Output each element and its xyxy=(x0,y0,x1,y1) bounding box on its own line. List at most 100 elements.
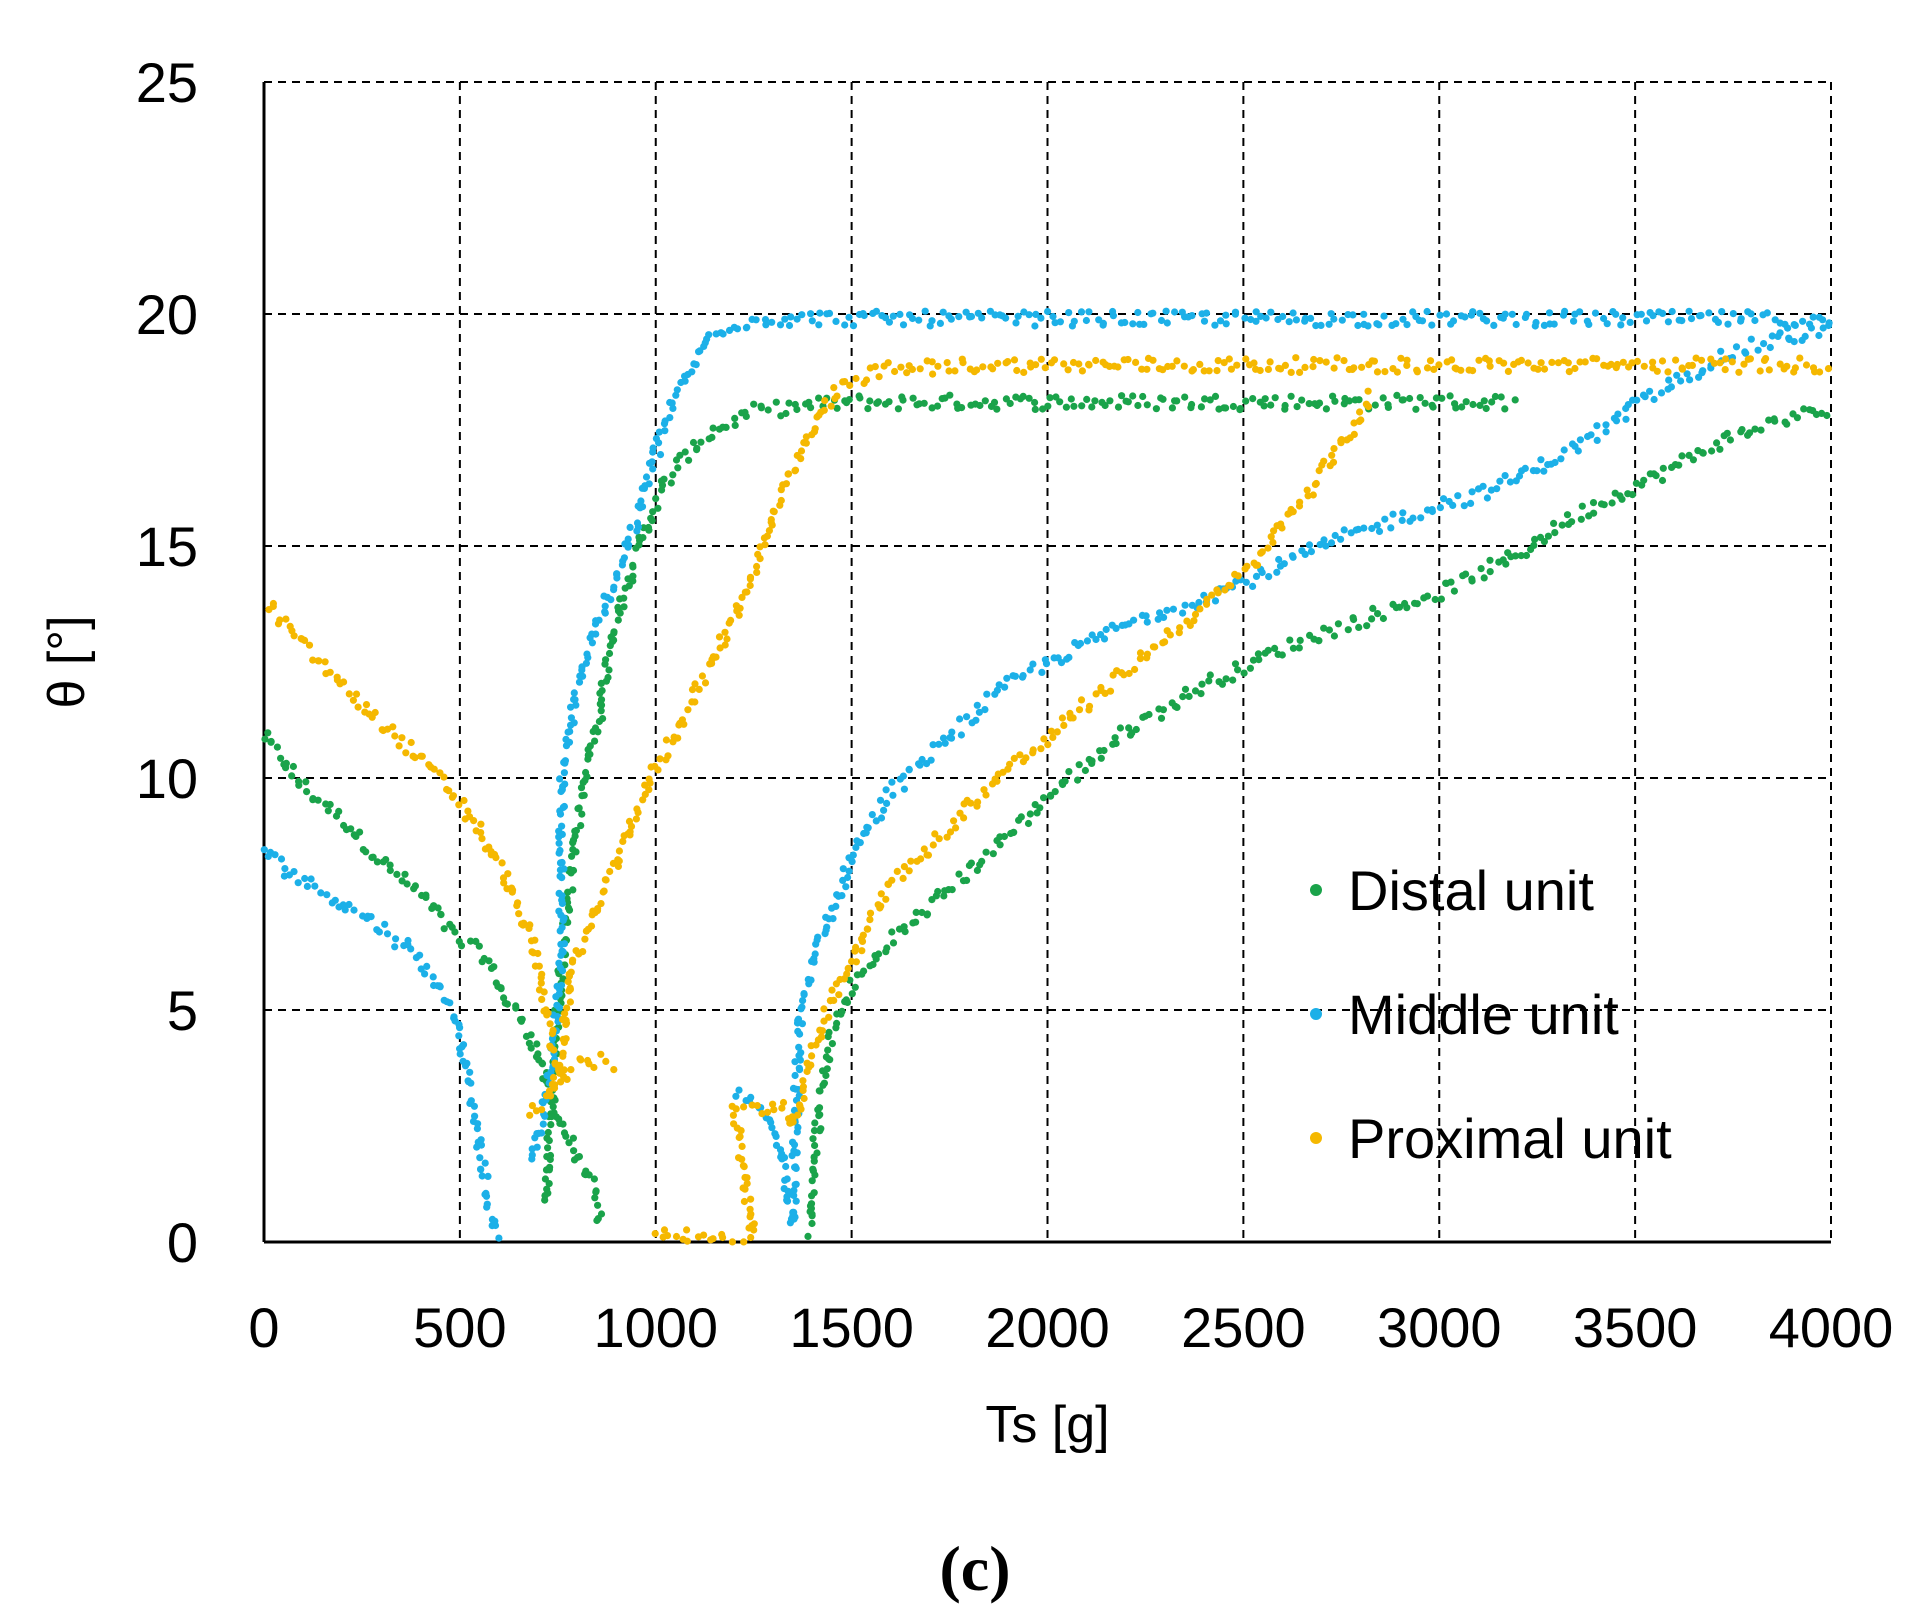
point-distal xyxy=(1558,521,1566,529)
point-middle xyxy=(588,630,596,638)
point-distal xyxy=(981,397,989,405)
point-proximal xyxy=(1370,357,1378,365)
point-proximal xyxy=(826,997,835,1005)
point-distal xyxy=(828,1040,837,1048)
point-distal xyxy=(1255,656,1263,664)
point-proximal xyxy=(782,480,791,488)
point-middle xyxy=(1461,313,1469,321)
point-distal xyxy=(807,1200,816,1208)
point-distal xyxy=(590,1175,599,1183)
point-middle xyxy=(1591,309,1600,317)
point-distal xyxy=(616,609,624,617)
point-proximal xyxy=(1010,356,1019,364)
point-proximal xyxy=(1576,358,1584,366)
point-proximal xyxy=(326,668,334,676)
point-middle xyxy=(1622,415,1630,423)
point-proximal xyxy=(959,359,967,367)
point-proximal xyxy=(514,899,522,907)
point-proximal xyxy=(1692,354,1700,362)
point-proximal xyxy=(1243,562,1251,570)
point-proximal xyxy=(1312,479,1320,488)
point-middle xyxy=(1163,606,1171,614)
point-proximal xyxy=(1004,358,1012,366)
point-distal xyxy=(610,636,618,644)
point-middle xyxy=(1614,410,1622,418)
point-middle xyxy=(473,1125,481,1133)
point-proximal xyxy=(1393,368,1401,376)
point-proximal xyxy=(1756,367,1764,375)
point-proximal xyxy=(917,855,925,863)
point-distal xyxy=(1139,392,1147,401)
point-distal xyxy=(750,400,758,408)
point-middle xyxy=(1340,526,1348,534)
point-proximal xyxy=(543,1011,551,1019)
point-middle xyxy=(1409,514,1417,522)
point-proximal xyxy=(989,365,997,373)
point-proximal xyxy=(1540,365,1549,373)
point-proximal xyxy=(1252,561,1260,569)
point-proximal xyxy=(735,611,743,619)
point-proximal xyxy=(1020,368,1028,376)
point-proximal xyxy=(1047,727,1055,735)
y-axis-title: θ [°] xyxy=(38,615,96,708)
point-proximal xyxy=(1315,467,1323,475)
point-middle xyxy=(785,321,794,330)
point-middle xyxy=(1392,320,1400,328)
point-middle xyxy=(936,319,945,327)
point-middle xyxy=(1056,318,1064,326)
point-middle xyxy=(832,902,840,911)
point-proximal xyxy=(398,734,406,742)
point-proximal xyxy=(674,734,682,742)
y-tick-label: 20 xyxy=(136,283,198,346)
point-middle xyxy=(1029,660,1037,668)
point-middle xyxy=(732,1092,740,1100)
point-proximal xyxy=(799,1077,807,1085)
point-proximal xyxy=(1281,361,1289,369)
point-middle xyxy=(1258,568,1266,577)
point-distal xyxy=(527,1031,535,1039)
point-middle xyxy=(1537,456,1545,464)
point-proximal xyxy=(875,373,883,381)
point-proximal xyxy=(1672,356,1680,364)
point-middle xyxy=(1686,376,1694,384)
point-distal xyxy=(731,421,739,429)
point-distal xyxy=(1249,656,1258,664)
point-proximal xyxy=(1060,360,1068,368)
point-middle xyxy=(1697,311,1705,320)
point-distal xyxy=(610,628,618,636)
point-distal xyxy=(1024,819,1033,828)
point-proximal xyxy=(1269,538,1277,547)
point-proximal xyxy=(455,801,463,809)
point-proximal xyxy=(1517,356,1525,364)
point-middle xyxy=(743,323,751,331)
point-distal xyxy=(1234,666,1242,674)
point-middle xyxy=(1354,321,1362,330)
point-distal xyxy=(1325,626,1333,634)
point-distal xyxy=(577,822,585,830)
point-proximal xyxy=(1350,430,1358,438)
point-middle xyxy=(823,923,831,931)
point-distal xyxy=(1800,405,1808,413)
point-middle xyxy=(582,659,591,667)
point-proximal xyxy=(602,876,610,884)
point-distal xyxy=(1197,690,1205,698)
point-distal xyxy=(1658,476,1667,485)
point-distal xyxy=(1578,502,1586,510)
point-proximal xyxy=(504,870,512,878)
point-distal xyxy=(386,866,394,875)
point-distal xyxy=(1488,398,1496,406)
point-proximal xyxy=(756,555,764,563)
point-proximal xyxy=(1106,687,1115,695)
point-middle xyxy=(1257,312,1265,320)
point-distal xyxy=(793,405,801,414)
point-distal xyxy=(967,859,976,867)
point-distal xyxy=(1067,395,1075,403)
point-proximal xyxy=(1303,486,1311,494)
point-middle xyxy=(1799,317,1807,325)
point-distal xyxy=(1100,746,1108,755)
point-proximal xyxy=(1824,365,1833,373)
point-proximal xyxy=(688,686,697,694)
point-middle xyxy=(807,310,815,318)
